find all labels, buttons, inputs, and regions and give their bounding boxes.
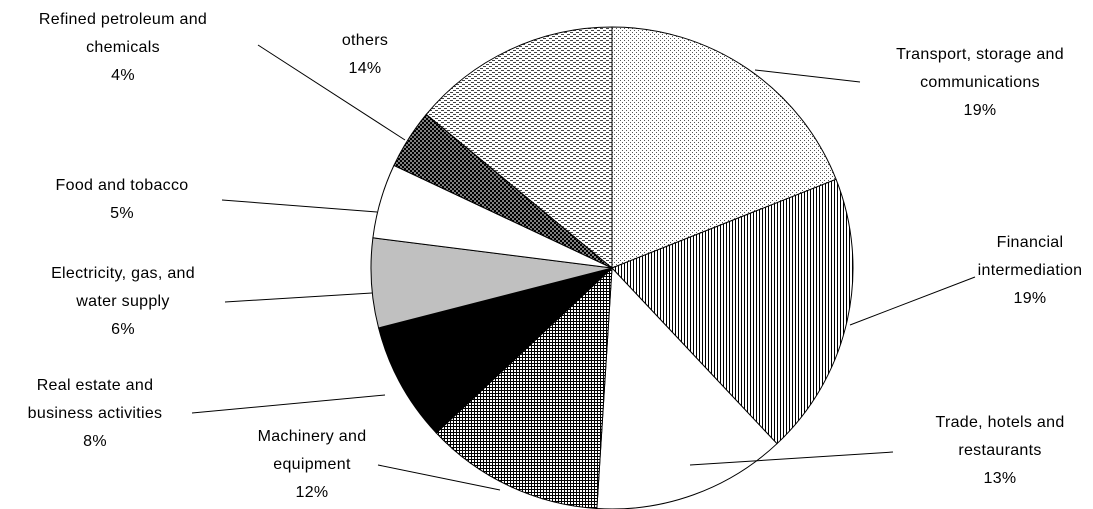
percent-label: 19% xyxy=(1013,290,1047,307)
category-name: Machinery and equipment xyxy=(257,428,367,473)
percent-label: 19% xyxy=(963,102,997,119)
leader-line xyxy=(221,199,378,213)
slice-label: Financial intermediation 19% xyxy=(965,229,1093,313)
leader-line xyxy=(224,292,373,303)
pie-slice xyxy=(435,266,613,509)
percent-label: 8% xyxy=(83,433,107,450)
slice-label: Machinery and equipment 12% xyxy=(237,423,387,507)
percent-label: 6% xyxy=(111,321,135,338)
category-name: Electricity, gas, and water supply xyxy=(51,265,195,310)
pie-slice xyxy=(425,26,613,270)
slice-label: others 14% xyxy=(315,27,415,83)
percent-label: 4% xyxy=(111,67,135,84)
category-name: Transport, storage and communications xyxy=(896,46,1064,91)
leader-line xyxy=(689,451,894,466)
slice-label: Transport, storage and communications 19% xyxy=(880,41,1080,125)
leader-line xyxy=(754,69,861,83)
slice-label: Trade, hotels and restaurants 13% xyxy=(915,409,1085,493)
slice-label: Electricity, gas, and water supply 6% xyxy=(33,260,213,344)
leader-line xyxy=(257,44,406,141)
category-name: Refined petroleum and chemicals xyxy=(38,11,208,56)
percent-label: 13% xyxy=(983,470,1017,487)
category-name: Financial intermediation xyxy=(977,234,1083,279)
pie-slice xyxy=(611,178,854,445)
category-name: others xyxy=(341,32,389,49)
pie-slice xyxy=(611,26,837,269)
category-name: Trade, hotels and restaurants xyxy=(935,414,1065,459)
category-name: Real estate and business activities xyxy=(27,377,163,422)
percent-label: 14% xyxy=(348,60,382,77)
slice-label: Food and tobacco 5% xyxy=(22,172,222,228)
leader-line xyxy=(377,464,501,491)
pie-slice xyxy=(377,267,613,434)
percent-label: 5% xyxy=(110,205,134,222)
slice-label: Refined petroleum and chemicals 4% xyxy=(3,6,243,90)
slice-label: Real estate and business activities 8% xyxy=(5,372,185,456)
leader-line xyxy=(191,394,386,414)
category-name: Food and tobacco xyxy=(55,177,189,194)
leader-line xyxy=(849,276,976,326)
percent-label: 12% xyxy=(295,484,329,501)
